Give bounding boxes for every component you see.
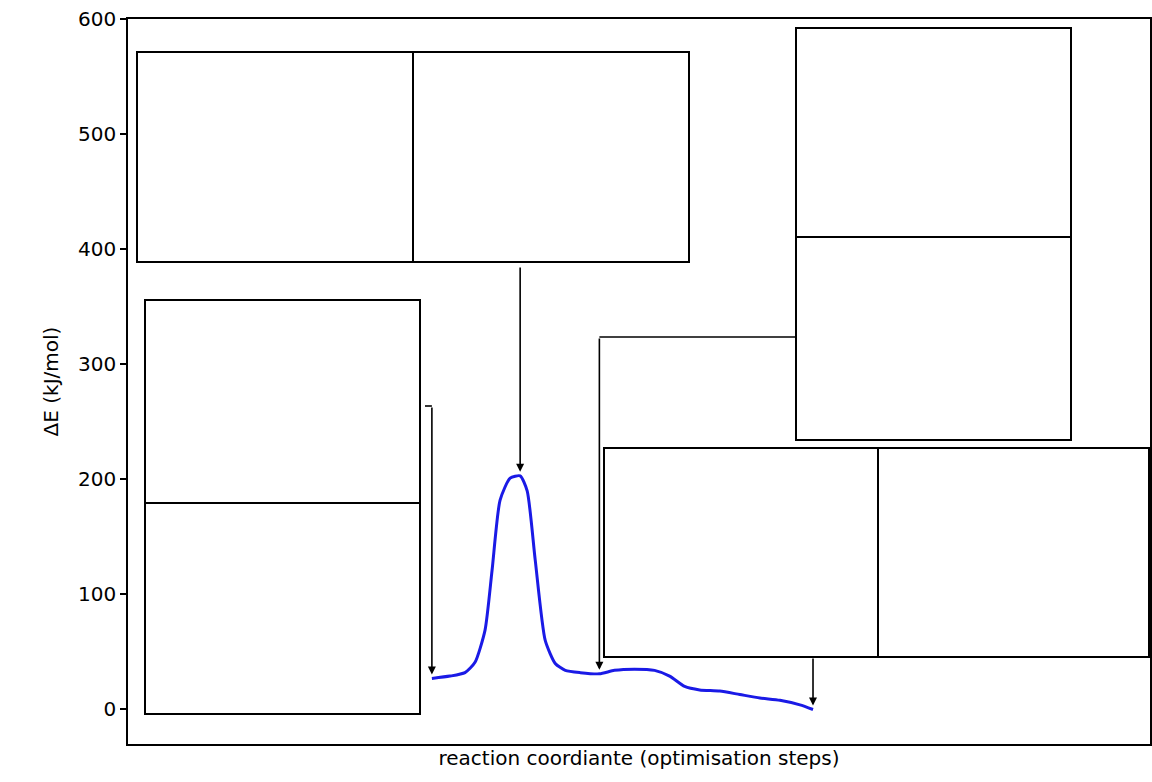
svg-text:100: 100 — [78, 582, 116, 606]
svg-text:ΔE (kJ/mol): ΔE (kJ/mol) — [39, 327, 63, 437]
svg-text:0: 0 — [104, 697, 117, 721]
svg-text:500: 500 — [78, 122, 116, 146]
svg-text:reaction coordiante (optimisat: reaction coordiante (optimisation steps) — [438, 746, 839, 770]
svg-text:200: 200 — [78, 467, 116, 491]
svg-text:600: 600 — [78, 7, 116, 31]
svg-text:300: 300 — [78, 352, 116, 376]
svg-text:400: 400 — [78, 237, 116, 261]
